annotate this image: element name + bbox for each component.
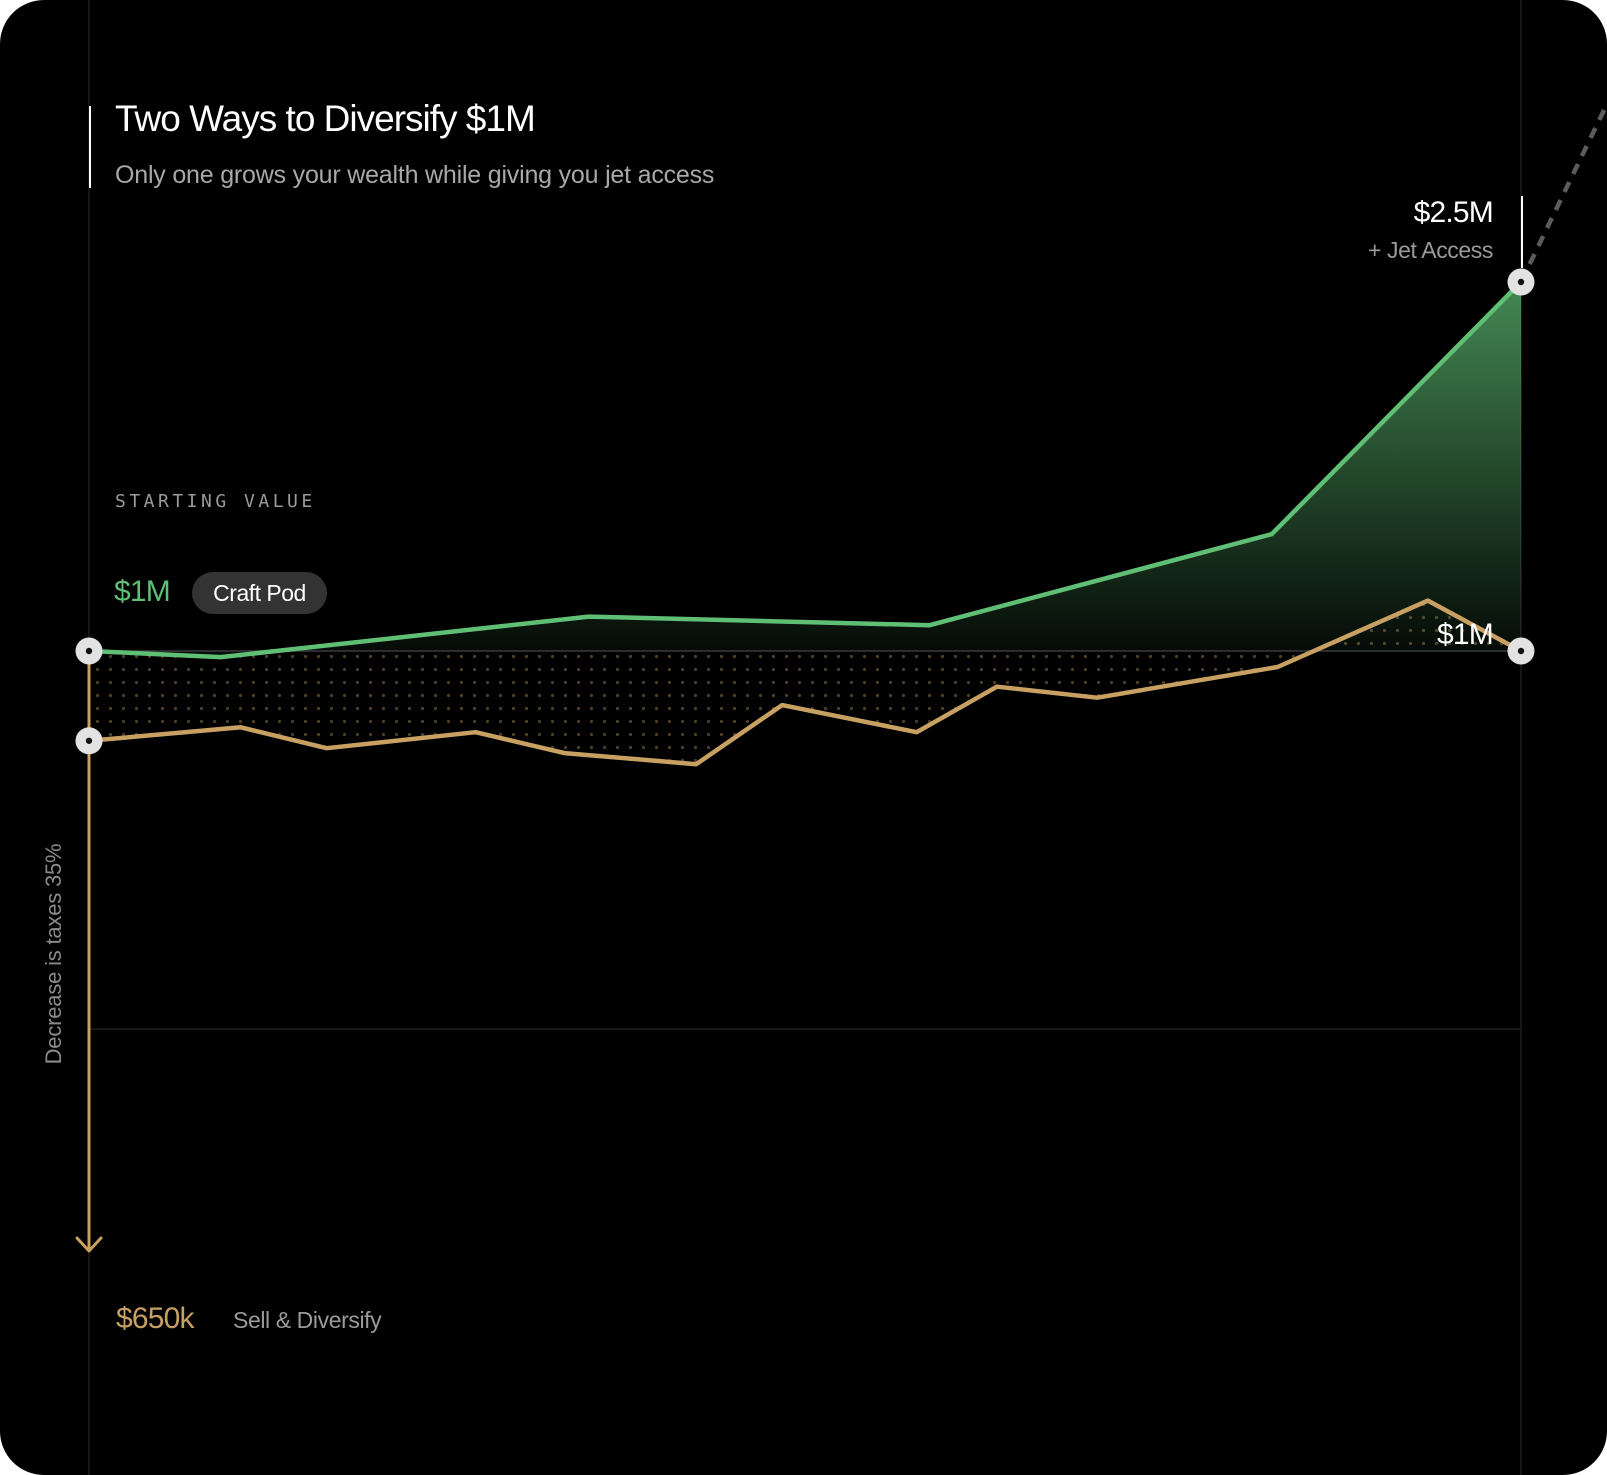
end-value-label: $2.5M [1413,196,1494,229]
end-value-marker [1521,196,1523,268]
chart-title: Two Ways to Diversify $1M [115,98,536,139]
title-accent-bar [89,106,91,188]
craft-pod-badge: Craft Pod [192,572,327,614]
chart-subtitle: Only one grows your wealth while giving … [115,161,715,189]
start-point-marker-center [85,647,93,655]
starting-value-label: STARTING VALUE [115,491,316,512]
tax-decrease-label: Decrease is taxes 35% [41,843,66,1065]
baseline-value-label: $1M [1437,618,1494,651]
sell-dotted-area [89,600,1521,765]
sell-diversify-label: Sell & Diversify [233,1307,382,1333]
sell-start-marker-center [85,737,93,744]
craft-pod-line [86,279,1524,660]
baseline-end-marker-center [1517,647,1525,655]
projection-dashed-line [1518,103,1607,283]
jet-access-label: + Jet Access [1368,237,1493,263]
end-point-marker-center [1517,278,1525,286]
sell-value-label: $650k [116,1302,195,1335]
tax-arrow-head [75,1236,103,1253]
start-value-label: $1M [114,575,171,608]
sell-diversify-line [86,598,1524,767]
